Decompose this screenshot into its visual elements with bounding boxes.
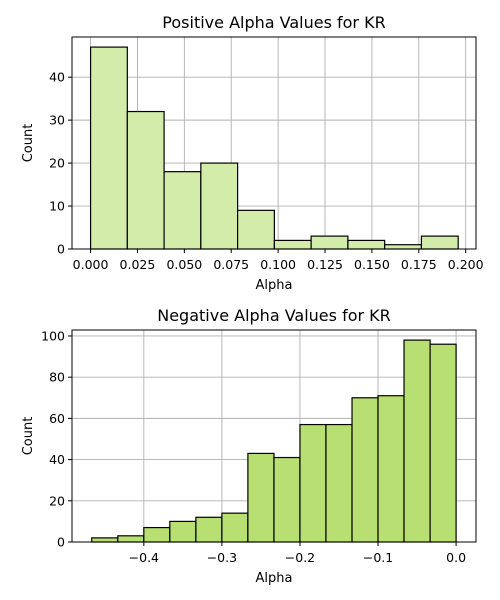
x-tick-label: 0.0 (446, 550, 466, 565)
y-axis-label: Count (21, 124, 36, 163)
x-tick-label: 0.000 (73, 257, 109, 272)
x-tick-label: 0.100 (260, 257, 296, 272)
histogram-bar (273, 456, 301, 543)
y-tick-label: 40 (49, 70, 65, 85)
x-axis-label: Alpha (256, 278, 293, 293)
y-tick-label: 60 (49, 411, 65, 426)
y-tick-label: 20 (49, 156, 65, 171)
histogram-bar (89, 46, 128, 250)
histogram-bar (347, 239, 386, 250)
x-tick-label: −0.1 (363, 550, 393, 565)
histogram-bar (299, 423, 327, 543)
histogram-bar (126, 110, 165, 250)
histogram-bar (221, 512, 249, 543)
y-tick-label: 80 (49, 370, 65, 385)
y-axis-label: Count (21, 417, 36, 456)
y-tick-label: 10 (49, 199, 65, 214)
histogram-bar (273, 239, 312, 250)
histogram-bar (351, 397, 379, 543)
y-tick-label: 20 (49, 493, 65, 508)
y-tick-label: 30 (49, 113, 65, 128)
x-tick-label: −0.4 (129, 550, 159, 565)
x-tick-label: 0.150 (354, 257, 390, 272)
histogram-bar (143, 526, 171, 543)
histogram-bar (169, 520, 197, 543)
histogram-bar (163, 171, 202, 250)
histogram-bar (195, 516, 223, 543)
histogram-bar (310, 235, 349, 250)
chart-title: Positive Alpha Values for KR (162, 13, 385, 32)
positive-alpha-histogram: Positive Alpha Values for KR Alpha Count… (21, 13, 484, 293)
histogram-bar (377, 395, 405, 543)
negative-alpha-histogram: Negative Alpha Values for KR Alpha Count… (21, 306, 477, 586)
histogram-bar (117, 535, 145, 543)
y-tick-label: 0 (57, 242, 65, 257)
x-tick-label: −0.2 (285, 550, 315, 565)
histogram-bar (91, 537, 119, 543)
x-tick-label: 0.025 (120, 257, 156, 272)
histogram-bar (247, 452, 275, 543)
bars (89, 46, 459, 250)
y-tick-label: 100 (41, 328, 65, 343)
x-tick-label: −0.3 (207, 550, 237, 565)
histogram-bar (384, 244, 423, 250)
x-tick-label: 0.075 (213, 257, 249, 272)
histogram-bar (403, 339, 431, 543)
x-tick-label: 0.175 (401, 257, 437, 272)
histogram-bar (325, 423, 353, 543)
bars (91, 339, 457, 543)
y-tick-label: 40 (49, 452, 65, 467)
chart-title: Negative Alpha Values for KR (157, 306, 391, 325)
x-tick-label: 0.050 (166, 257, 202, 272)
y-tick-label: 0 (57, 535, 65, 550)
plot-frame (71, 36, 477, 250)
plot-frame (71, 329, 477, 543)
histogram-bar (237, 209, 275, 250)
histogram-bar (200, 162, 239, 250)
x-tick-label: 0.200 (448, 257, 484, 272)
histogram-bar (420, 235, 459, 250)
x-axis-label: Alpha (256, 571, 293, 586)
histogram-bar (429, 343, 457, 543)
x-tick-label: 0.125 (307, 257, 343, 272)
